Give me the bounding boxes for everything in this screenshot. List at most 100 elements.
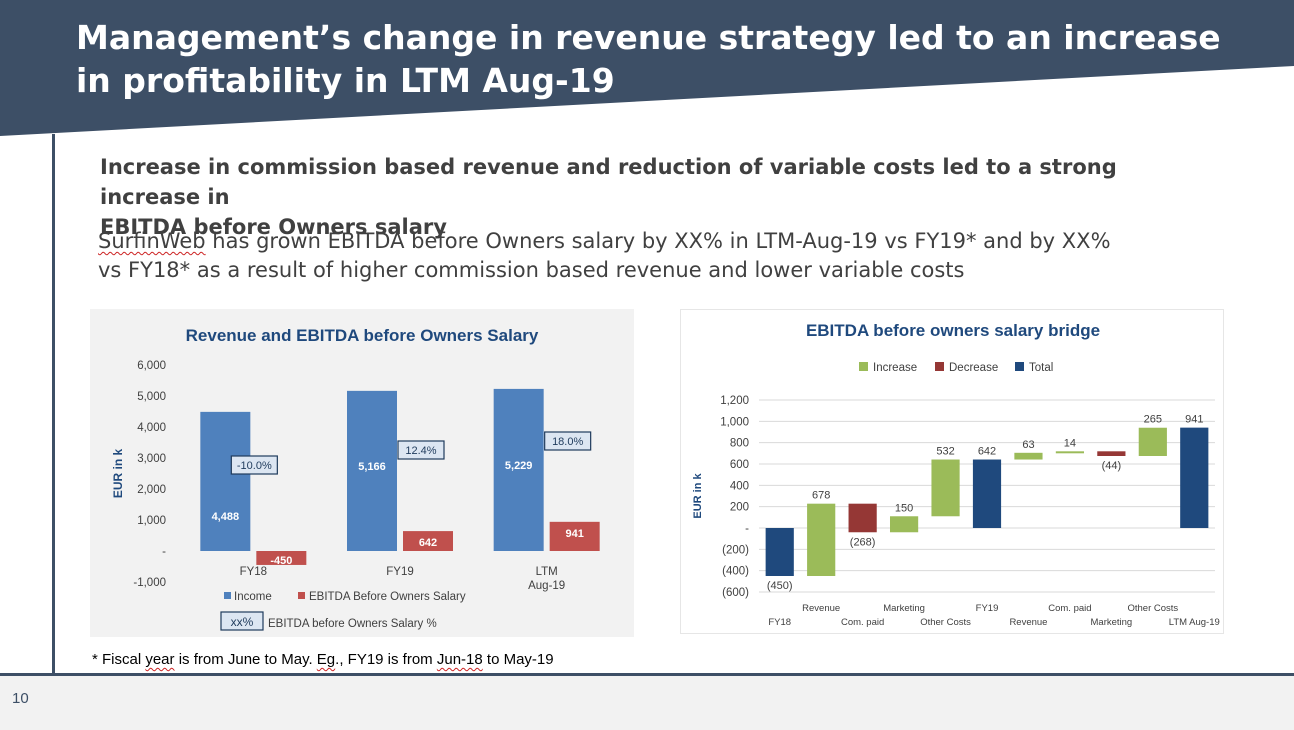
slide-title-line2: in profitability in LTM Aug-19: [76, 61, 615, 100]
chart1-category-label: FY18: [240, 566, 267, 578]
margin-label: 18.0%: [552, 436, 583, 448]
chart2-y-tick: (400): [722, 566, 749, 578]
title-band: [0, 0, 1294, 136]
chart1-y-tick: 2,000: [137, 484, 166, 496]
margin-label: -10.0%: [237, 460, 272, 472]
chart1-y-tick: 6,000: [137, 360, 166, 372]
income-bar: [347, 390, 397, 551]
chart2-y-tick: -: [745, 523, 749, 535]
legend-income-swatch: [224, 592, 231, 599]
chart2-y-tick: 600: [730, 459, 749, 471]
footnote-mid2: ., FY19 is from: [335, 651, 437, 668]
bridge-increase-bar: [1014, 452, 1043, 460]
slide-title: Management’s change in revenue strategy …: [76, 16, 1276, 102]
bridge-data-label: 265: [1144, 414, 1162, 426]
bridge-data-label: (268): [850, 536, 876, 548]
bridge-decrease-bar: [1097, 451, 1126, 456]
ebitda-bar: [256, 551, 307, 565]
footnote-jun: Jun-18: [436, 651, 483, 668]
bridge-total-bar: [972, 459, 1002, 528]
legend-decrease-swatch: [935, 362, 944, 371]
chart2-category-label: FY18: [768, 617, 791, 628]
chart2-category-label: Com. paid: [841, 617, 884, 628]
chart2-y-tick: 400: [730, 480, 749, 492]
subtitle-line1: Increase in commission based revenue and…: [100, 155, 1117, 209]
margin-label-box: [544, 431, 592, 451]
footnote: * Fiscal year is from June to May. Eg., …: [92, 651, 554, 668]
page-number: 10: [12, 690, 29, 707]
legend-total-swatch: [1015, 362, 1024, 371]
legend-margin-swatch: [220, 611, 264, 631]
legend-total-label: Total: [1029, 362, 1053, 374]
chart2-category-label: FY19: [976, 603, 999, 614]
chart2-category-label: Revenue: [802, 603, 840, 614]
chart2-y-tick: 1,200: [720, 395, 749, 407]
chart2-category-label: Other Costs: [920, 617, 971, 628]
slide-title-line1: Management’s change in revenue strategy …: [76, 18, 1221, 57]
chart2-category-label: Marketing: [883, 603, 925, 614]
chart1-title: Revenue and EBITDA before Owners Salary: [186, 326, 539, 345]
chart2-category-label: Other Costs: [1127, 603, 1178, 614]
income-bar: [200, 411, 251, 551]
chart1-category-label: Aug-19: [528, 580, 565, 592]
bridge-total-bar: [1180, 427, 1209, 528]
chart2-category-label: LTM Aug-19: [1169, 617, 1220, 628]
legend-margin-label: EBITDA before Owners Salary %: [268, 618, 437, 630]
chart1-y-tick: 1,000: [137, 515, 166, 527]
footnote-pre: * Fiscal: [92, 651, 146, 668]
chart2-y-tick: 1,000: [720, 416, 749, 428]
legend-increase-label: Increase: [873, 362, 917, 374]
body-line1: SurfinWeb has grown EBITDA before Owners…: [98, 227, 1228, 256]
income-data-label: 5,229: [505, 460, 533, 472]
company-name: SurfinWeb: [98, 229, 206, 253]
body-line1-rest: has grown EBITDA before Owners salary by…: [205, 229, 1111, 253]
footnote-post: to May-19: [482, 651, 554, 668]
bridge-data-label: (44): [1102, 460, 1122, 472]
chart1-y-label: EUR in k: [111, 449, 125, 499]
bridge-data-label: 63: [1022, 439, 1034, 451]
bridge-increase-bar: [889, 516, 919, 533]
bridge-data-label: (450): [767, 580, 793, 592]
footnote-eg: Eg: [316, 651, 336, 668]
ebitda-data-label: -450: [270, 555, 292, 567]
margin-label: 12.4%: [405, 445, 436, 457]
footer-rule: [0, 673, 1294, 676]
chart2-y-tick: 200: [730, 502, 749, 514]
chart2-y-label: EUR in k: [692, 473, 704, 519]
ebitda-data-label: 941: [565, 528, 583, 540]
chart2-y-tick: (200): [722, 544, 749, 556]
chart1-category-label: FY19: [386, 566, 414, 578]
chart2-y-tick: 800: [730, 438, 749, 450]
footnote-mid1: is from June to May.: [174, 651, 317, 668]
subtitle-line2: EBITDA before Owners salary: [100, 215, 447, 239]
bridge-data-label: 532: [936, 446, 954, 458]
bridge-data-label: 678: [812, 490, 830, 502]
chart1-y-tick: 5,000: [137, 391, 166, 403]
ebitda-bar: [403, 531, 453, 551]
margin-label-box: [397, 440, 445, 460]
bridge-data-label: 941: [1185, 414, 1203, 426]
slide-subtitle: Increase in commission based revenue and…: [100, 152, 1200, 242]
chart2-category-label: Com. paid: [1048, 603, 1091, 614]
income-bar: [493, 388, 544, 551]
chart1-category-label: LTM: [536, 566, 558, 578]
body-text: SurfinWeb has grown EBITDA before Owners…: [98, 227, 1228, 285]
bridge-data-label: 14: [1064, 437, 1076, 449]
footnote-year: year: [145, 651, 175, 668]
legend-ebitda-swatch: [298, 592, 305, 599]
chart1-y-tick: -: [162, 546, 166, 558]
revenue-ebitda-chart: Revenue and EBITDA before Owners Salary 6…: [90, 309, 634, 637]
chart2-title: EBITDA before owners salary bridge: [806, 321, 1100, 340]
ebitda-data-label: 642: [419, 537, 437, 549]
legend-margin-symbol: xx%: [231, 615, 254, 629]
bridge-decrease-bar: [848, 503, 877, 533]
bridge-increase-bar: [1055, 451, 1085, 454]
income-data-label: 5,166: [358, 461, 386, 473]
margin-label-box: [230, 455, 278, 475]
chart1-y-tick: -1,000: [133, 577, 166, 589]
ebitda-bridge-chart: EBITDA before owners salary bridge Increa…: [680, 309, 1224, 634]
chart2-y-tick: (600): [722, 587, 749, 599]
income-data-label: 4,488: [212, 511, 240, 523]
chart2-category-label: Revenue: [1009, 617, 1047, 628]
legend-increase-swatch: [859, 362, 868, 371]
